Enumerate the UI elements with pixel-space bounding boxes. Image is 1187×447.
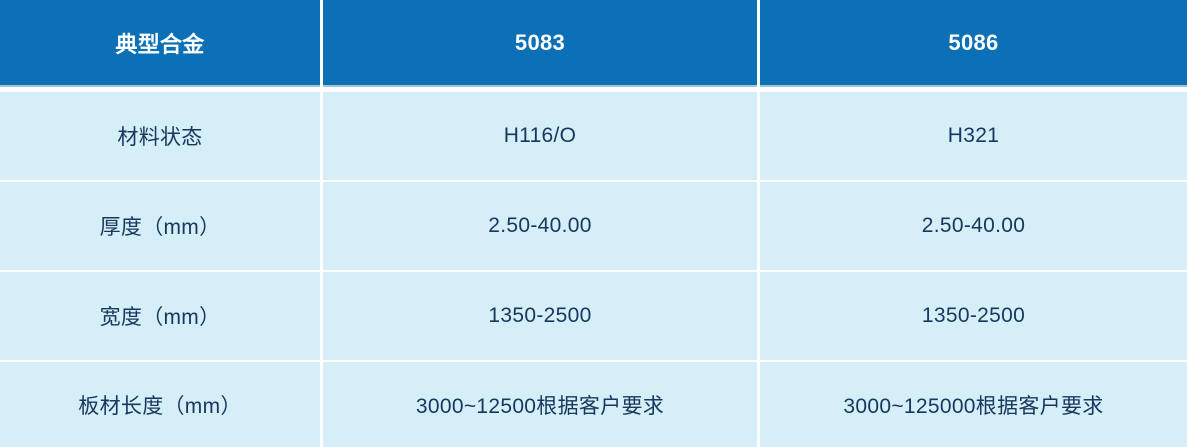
- row-label-width: 宽度（mm）: [0, 272, 320, 360]
- cell-plate-length-5086: 3000~125000根据客户要求: [760, 362, 1187, 447]
- table-row-width: 宽度（mm） 1350-2500 1350-2500: [0, 272, 1187, 360]
- cell-plate-length-5083: 3000~12500根据客户要求: [323, 362, 757, 447]
- header-cell-typical-alloy: 典型合金: [0, 0, 320, 87]
- cell-material-state-5086: H321: [760, 92, 1187, 180]
- table-header-row: 典型合金 5083 5086: [0, 0, 1187, 87]
- cell-material-state-5083: H116/O: [323, 92, 757, 180]
- header-cell-5086: 5086: [760, 0, 1187, 87]
- cell-thickness-5086: 2.50-40.00: [760, 182, 1187, 270]
- table-row-thickness: 厚度（mm） 2.50-40.00 2.50-40.00: [0, 182, 1187, 270]
- table-row-material-state: 材料状态 H116/O H321: [0, 92, 1187, 180]
- cell-thickness-5083: 2.50-40.00: [323, 182, 757, 270]
- table-row-plate-length: 板材长度（mm） 3000~12500根据客户要求 3000~125000根据客…: [0, 362, 1187, 447]
- row-label-plate-length: 板材长度（mm）: [0, 362, 320, 447]
- header-cell-5083: 5083: [323, 0, 757, 87]
- row-label-thickness: 厚度（mm）: [0, 182, 320, 270]
- row-label-material-state: 材料状态: [0, 92, 320, 180]
- cell-width-5086: 1350-2500: [760, 272, 1187, 360]
- cell-width-5083: 1350-2500: [323, 272, 757, 360]
